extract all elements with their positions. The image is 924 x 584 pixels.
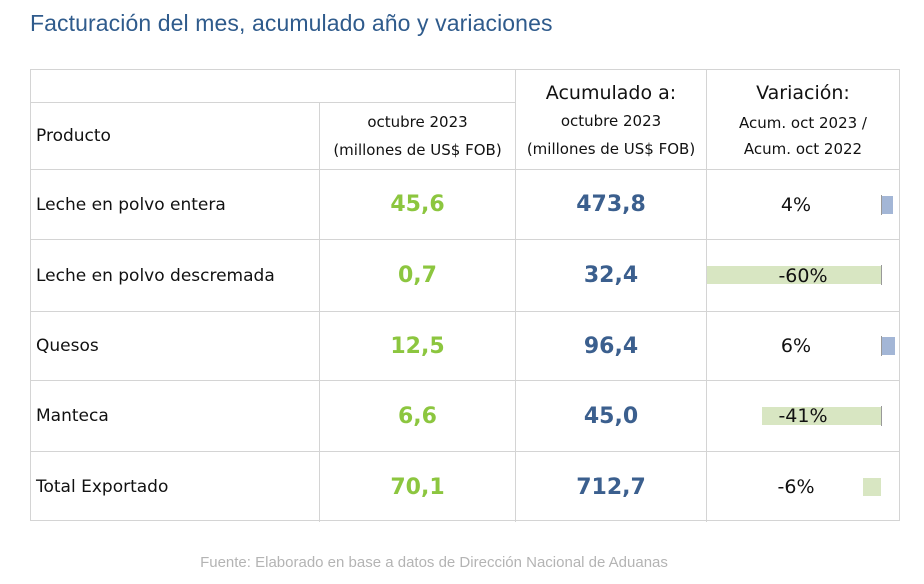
billing-table: Producto octubre 2023 (millones de US$ F… xyxy=(30,69,900,522)
table-row-acum-value: 96,4 xyxy=(583,333,639,359)
header-variation-title: Variación: xyxy=(756,81,850,104)
variation-label: -41% xyxy=(778,405,828,427)
row-divider xyxy=(31,451,899,452)
variation-bar xyxy=(881,196,893,214)
variation-bar xyxy=(881,337,895,355)
table-row-product: Leche en polvo entera xyxy=(36,194,226,215)
variation-bar xyxy=(707,266,881,284)
source-note: Fuente: Elaborado en base a datos de Dir… xyxy=(200,554,668,571)
header-acum-top: octubre 2023 xyxy=(560,111,662,130)
table-row-product: Leche en polvo descremada xyxy=(36,265,275,286)
variation-axis xyxy=(881,406,882,426)
header-acum-bottom: (millones de US$ FOB) xyxy=(526,139,696,158)
header-product: Producto xyxy=(36,125,111,146)
table-row-acum-value: 32,4 xyxy=(583,263,639,288)
table-row-acum-value: 712,7 xyxy=(576,474,646,500)
table-row-variation: -6% xyxy=(707,452,899,522)
header-variation-top: Acum. oct 2023 / xyxy=(739,113,867,132)
table-row-month-value: 0,7 xyxy=(398,263,437,288)
header-divider xyxy=(31,102,515,103)
variation-bar xyxy=(863,478,881,496)
table-row-product: Manteca xyxy=(36,406,109,426)
column-divider xyxy=(706,70,707,522)
header-variation-bottom: Acum. oct 2022 xyxy=(743,139,863,158)
header-month-top: octubre 2023 xyxy=(367,112,468,131)
variation-bar xyxy=(762,407,881,425)
variation-label: -60% xyxy=(778,264,828,287)
variation-axis xyxy=(881,265,882,285)
row-divider xyxy=(31,239,899,240)
header-acum-title: Acumulado a: xyxy=(545,81,677,104)
table-row-product: Quesos xyxy=(36,336,99,356)
variation-label: 4% xyxy=(780,193,812,216)
table-row-variation: -41% xyxy=(707,381,899,451)
table-row-variation: 6% xyxy=(707,312,899,380)
row-divider xyxy=(31,169,899,170)
table-row-acum-value: 473,8 xyxy=(576,192,646,217)
variation-label: 6% xyxy=(780,335,812,357)
variation-label: -6% xyxy=(777,476,815,498)
variation-axis xyxy=(881,336,882,356)
table-row-month-value: 6,6 xyxy=(398,403,437,429)
header-acum: Acumulado a: octubre 2023 (millones de U… xyxy=(516,70,706,169)
column-divider xyxy=(515,70,516,522)
page-title: Facturación del mes, acumulado año y var… xyxy=(30,10,553,36)
table-row-variation: -60% xyxy=(707,240,899,311)
table-row-product: Total Exportado xyxy=(36,477,169,497)
variation-axis xyxy=(881,195,882,215)
header-month: octubre 2023 (millones de US$ FOB) xyxy=(320,102,515,169)
table-row-month-value: 70,1 xyxy=(390,474,445,500)
table-row-acum-value: 45,0 xyxy=(583,403,639,429)
table-row-month-value: 45,6 xyxy=(390,192,445,217)
table-row-month-value: 12,5 xyxy=(390,333,445,359)
table-row-variation: 4% xyxy=(707,170,899,239)
row-divider xyxy=(31,380,899,381)
row-divider xyxy=(31,311,899,312)
header-variation: Variación: Acum. oct 2023 / Acum. oct 20… xyxy=(707,70,899,169)
column-divider xyxy=(319,102,320,522)
header-month-bottom: (millones de US$ FOB) xyxy=(333,140,502,159)
